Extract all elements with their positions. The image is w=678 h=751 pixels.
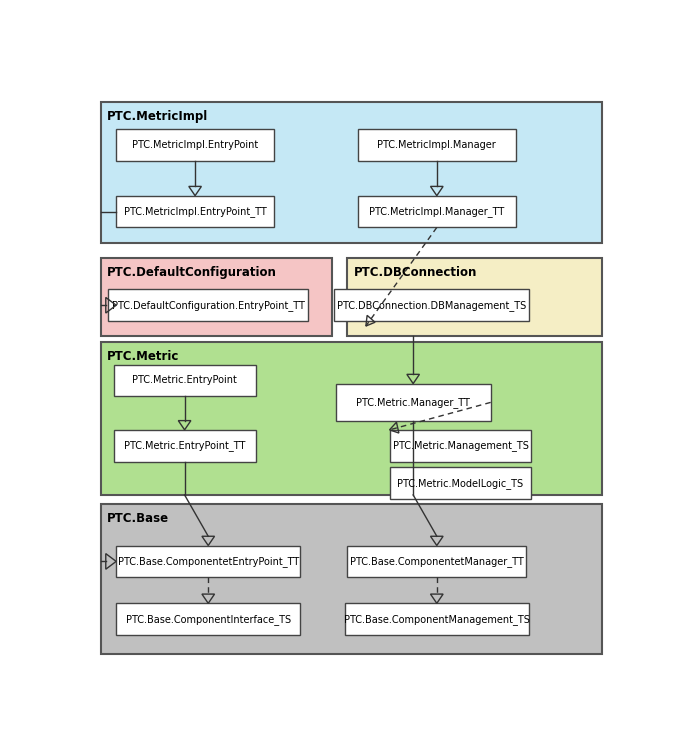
FancyBboxPatch shape	[100, 101, 602, 243]
Text: PTC.Base.ComponentetManager_TT: PTC.Base.ComponentetManager_TT	[350, 556, 523, 567]
FancyBboxPatch shape	[389, 467, 532, 499]
FancyBboxPatch shape	[336, 384, 491, 421]
FancyBboxPatch shape	[389, 430, 532, 462]
FancyBboxPatch shape	[348, 545, 526, 578]
FancyBboxPatch shape	[117, 545, 300, 578]
Text: PTC.Base.ComponentInterface_TS: PTC.Base.ComponentInterface_TS	[125, 614, 291, 625]
Text: PTC.Metric: PTC.Metric	[107, 350, 179, 363]
Text: PTC.DBConnection.DBManagement_TS: PTC.DBConnection.DBManagement_TS	[337, 300, 526, 311]
FancyBboxPatch shape	[100, 342, 602, 495]
Text: PTC.DefaultConfiguration.EntryPoint_TT: PTC.DefaultConfiguration.EntryPoint_TT	[112, 300, 304, 311]
Text: PTC.Metric.Management_TS: PTC.Metric.Management_TS	[393, 440, 528, 451]
Text: PTC.MetricImpl.EntryPoint: PTC.MetricImpl.EntryPoint	[132, 140, 258, 150]
FancyBboxPatch shape	[348, 258, 602, 336]
FancyBboxPatch shape	[117, 129, 274, 161]
FancyBboxPatch shape	[114, 364, 256, 397]
FancyBboxPatch shape	[117, 196, 274, 228]
FancyBboxPatch shape	[358, 196, 516, 228]
Text: PTC.Metric.EntryPoint: PTC.Metric.EntryPoint	[132, 376, 237, 385]
FancyBboxPatch shape	[334, 289, 529, 321]
FancyBboxPatch shape	[345, 603, 529, 635]
Text: PTC.Metric.ModelLogic_TS: PTC.Metric.ModelLogic_TS	[397, 478, 523, 489]
Text: PTC.MetricImpl.EntryPoint_TT: PTC.MetricImpl.EntryPoint_TT	[123, 206, 266, 217]
FancyBboxPatch shape	[100, 504, 602, 654]
Text: PTC.Metric.Manager_TT: PTC.Metric.Manager_TT	[356, 397, 470, 408]
FancyBboxPatch shape	[108, 289, 308, 321]
Text: PTC.Base.ComponentetEntryPoint_TT: PTC.Base.ComponentetEntryPoint_TT	[117, 556, 299, 567]
Text: PTC.Base.ComponentManagement_TS: PTC.Base.ComponentManagement_TS	[344, 614, 530, 625]
FancyBboxPatch shape	[114, 430, 256, 462]
Text: PTC.MetricImpl: PTC.MetricImpl	[107, 110, 208, 122]
Text: PTC.MetricImpl.Manager: PTC.MetricImpl.Manager	[378, 140, 496, 150]
Text: PTC.MetricImpl.Manager_TT: PTC.MetricImpl.Manager_TT	[370, 206, 504, 217]
Text: PTC.DefaultConfiguration: PTC.DefaultConfiguration	[107, 266, 277, 279]
FancyBboxPatch shape	[117, 603, 300, 635]
FancyBboxPatch shape	[358, 129, 516, 161]
FancyBboxPatch shape	[100, 258, 332, 336]
Text: PTC.Base: PTC.Base	[107, 511, 169, 525]
Text: PTC.DBConnection: PTC.DBConnection	[354, 266, 477, 279]
Text: PTC.Metric.EntryPoint_TT: PTC.Metric.EntryPoint_TT	[124, 440, 245, 451]
